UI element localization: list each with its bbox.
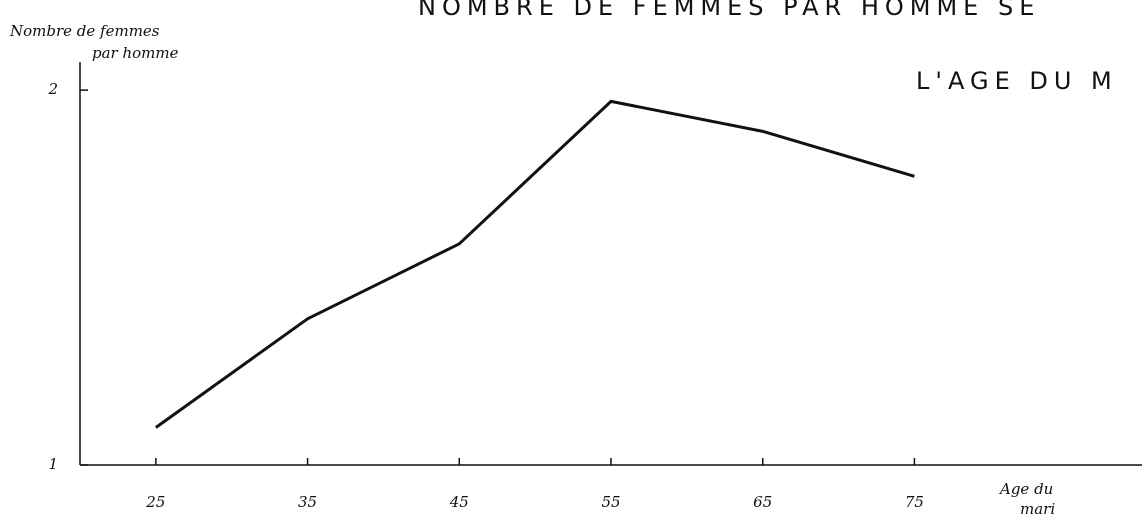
data-line bbox=[154, 99, 915, 429]
x-tick-label: 35 bbox=[298, 493, 317, 511]
x-axis-label: mari bbox=[1020, 500, 1055, 518]
x-tick-label: 75 bbox=[905, 493, 924, 511]
chart-subtitle: L'AGE DU M bbox=[916, 67, 1118, 95]
x-axis-label: Age du bbox=[998, 480, 1053, 498]
x-tick-label: 55 bbox=[601, 493, 620, 511]
y-axis-label: par homme bbox=[92, 44, 179, 62]
chart-title: NOMBRE DE FEMMES PAR HOMME SE bbox=[418, 0, 1040, 21]
y-axis-label: Nombre de femmes bbox=[9, 22, 160, 40]
x-tick-label: 25 bbox=[145, 493, 165, 511]
y-tick-label: 1 bbox=[48, 455, 58, 473]
y-tick-label: 2 bbox=[47, 80, 58, 98]
x-tick-label: 65 bbox=[753, 493, 772, 511]
x-tick-label: 45 bbox=[449, 493, 469, 511]
